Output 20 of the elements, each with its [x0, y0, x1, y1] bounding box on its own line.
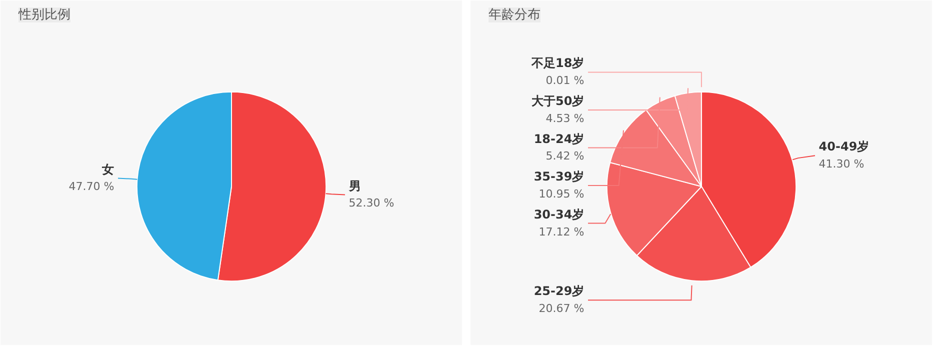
- data-label: 41.30 %: [818, 158, 864, 171]
- data-label: 10.95 %: [538, 187, 584, 200]
- chart-title: 年龄分布: [488, 8, 540, 22]
- slice-label: 18-24岁: [534, 132, 584, 146]
- data-label: 4.53 %: [546, 112, 584, 125]
- data-label: 20.67 %: [538, 302, 584, 316]
- data-label: 5.42 %: [546, 150, 584, 163]
- slice-label: 大于50岁: [532, 94, 584, 108]
- slice-label: 30-34岁: [534, 207, 584, 222]
- data-label: 0.01 %: [546, 74, 584, 88]
- data-label: 47.70 %: [68, 180, 114, 194]
- slice-label: 女: [101, 162, 114, 176]
- slice-label: 男: [348, 178, 361, 193]
- slice-label: 40-49岁: [818, 140, 870, 154]
- slice-label: 不足18岁: [530, 56, 584, 70]
- data-label: 52.30 %: [348, 196, 394, 210]
- slice-label: 35-39岁: [534, 170, 584, 184]
- chart-title: 性别比例: [18, 8, 70, 22]
- data-label: 17.12 %: [538, 225, 584, 238]
- slice-label: 25-29岁: [534, 284, 584, 298]
